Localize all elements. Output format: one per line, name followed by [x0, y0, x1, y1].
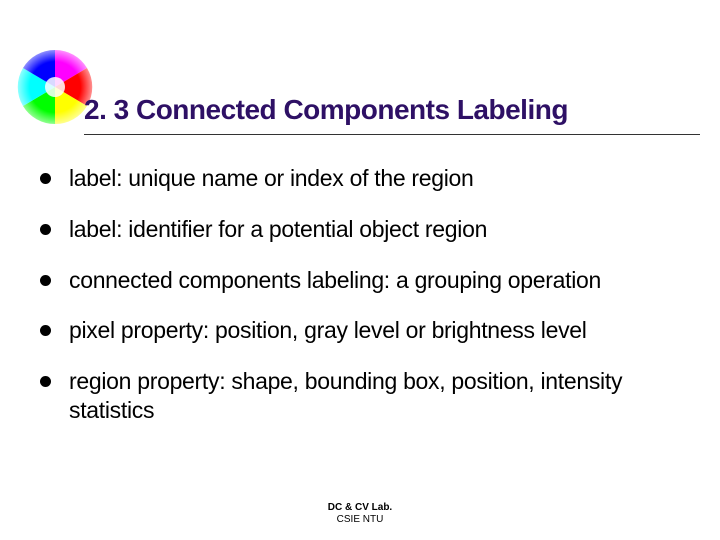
bullet-icon [40, 224, 51, 235]
bullet-icon [40, 325, 51, 336]
bullet-text: label: identifier for a potential object… [69, 215, 487, 244]
bullet-text: region property: shape, bounding box, po… [69, 367, 680, 425]
bullet-list: label: unique name or index of the regio… [40, 164, 680, 447]
bullet-text: connected components labeling: a groupin… [69, 266, 601, 295]
color-wheel-logo [16, 48, 94, 126]
title-underline [84, 134, 700, 135]
bullet-icon [40, 376, 51, 387]
bullet-icon [40, 173, 51, 184]
slide-title: 2. 3 Connected Components Labeling [84, 94, 696, 132]
list-item: label: identifier for a potential object… [40, 215, 680, 244]
bullet-text: label: unique name or index of the regio… [69, 164, 474, 193]
list-item: region property: shape, bounding box, po… [40, 367, 680, 425]
list-item: pixel property: position, gray level or … [40, 316, 680, 345]
slide-footer: DC & CV Lab. CSIE NTU [0, 502, 720, 526]
bullet-icon [40, 275, 51, 286]
bullet-text: pixel property: position, gray level or … [69, 316, 587, 345]
title-area: 2. 3 Connected Components Labeling [84, 94, 696, 135]
list-item: connected components labeling: a groupin… [40, 266, 680, 295]
footer-dept: CSIE NTU [0, 514, 720, 526]
footer-lab: DC & CV Lab. [0, 502, 720, 514]
list-item: label: unique name or index of the regio… [40, 164, 680, 193]
